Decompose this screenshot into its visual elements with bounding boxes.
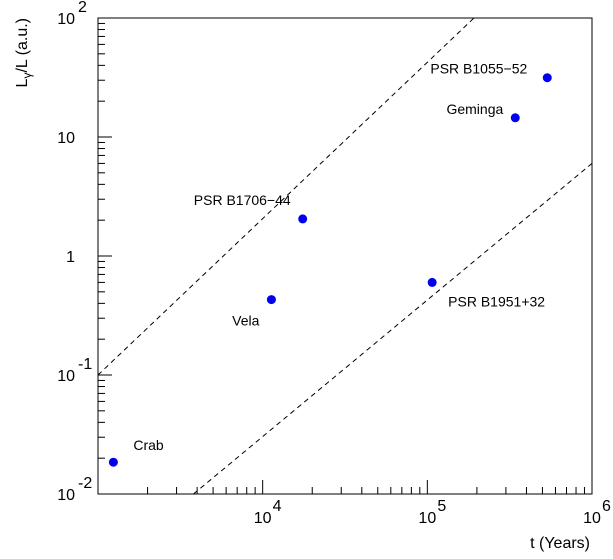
y-tick-label: 10 (57, 11, 75, 28)
point-label: PSR B1951+32 (448, 293, 545, 309)
y-tick-exponent: -1 (78, 356, 92, 373)
reference-line (98, 18, 475, 376)
y-tick-label: 10 (57, 487, 75, 504)
x-tick-exponent: 5 (437, 498, 446, 515)
y-tick-label: 10 (57, 368, 75, 385)
point-labels: Crab Vela PSR B1706−44 PSR B1951+32 Geminga P… (133, 61, 545, 454)
reference-lines (98, 18, 592, 494)
y-tick-label: 10 (57, 130, 75, 147)
y-axis-label: Lγ/L (a.u.) (14, 18, 34, 87)
y-tick-exponent: -2 (78, 475, 92, 492)
point-label: PSR B1706−44 (194, 192, 291, 208)
data-point (266, 295, 276, 305)
data-point (510, 113, 520, 123)
x-tick-label: 10 (418, 510, 436, 527)
reference-line (193, 163, 592, 494)
x-axis-label: t (Years) (530, 535, 590, 552)
x-tick-exponent: 4 (273, 498, 282, 515)
plot-frame (97, 17, 593, 495)
point-label: Geminga (446, 101, 503, 117)
point-label: Vela (232, 313, 259, 329)
y-tick-label: 1 (66, 249, 75, 266)
x-tick-label: 10 (583, 510, 601, 527)
data-points (108, 73, 552, 467)
data-point (298, 214, 308, 224)
y-tick-exponent: 2 (78, 0, 87, 16)
data-point (108, 457, 118, 467)
point-label: PSR B1055−52 (430, 61, 527, 77)
data-point (542, 73, 552, 83)
point-label: Crab (133, 437, 164, 453)
x-tick-exponent: 6 (602, 498, 611, 515)
x-tick-label: 10 (254, 510, 272, 527)
data-point (427, 277, 437, 287)
